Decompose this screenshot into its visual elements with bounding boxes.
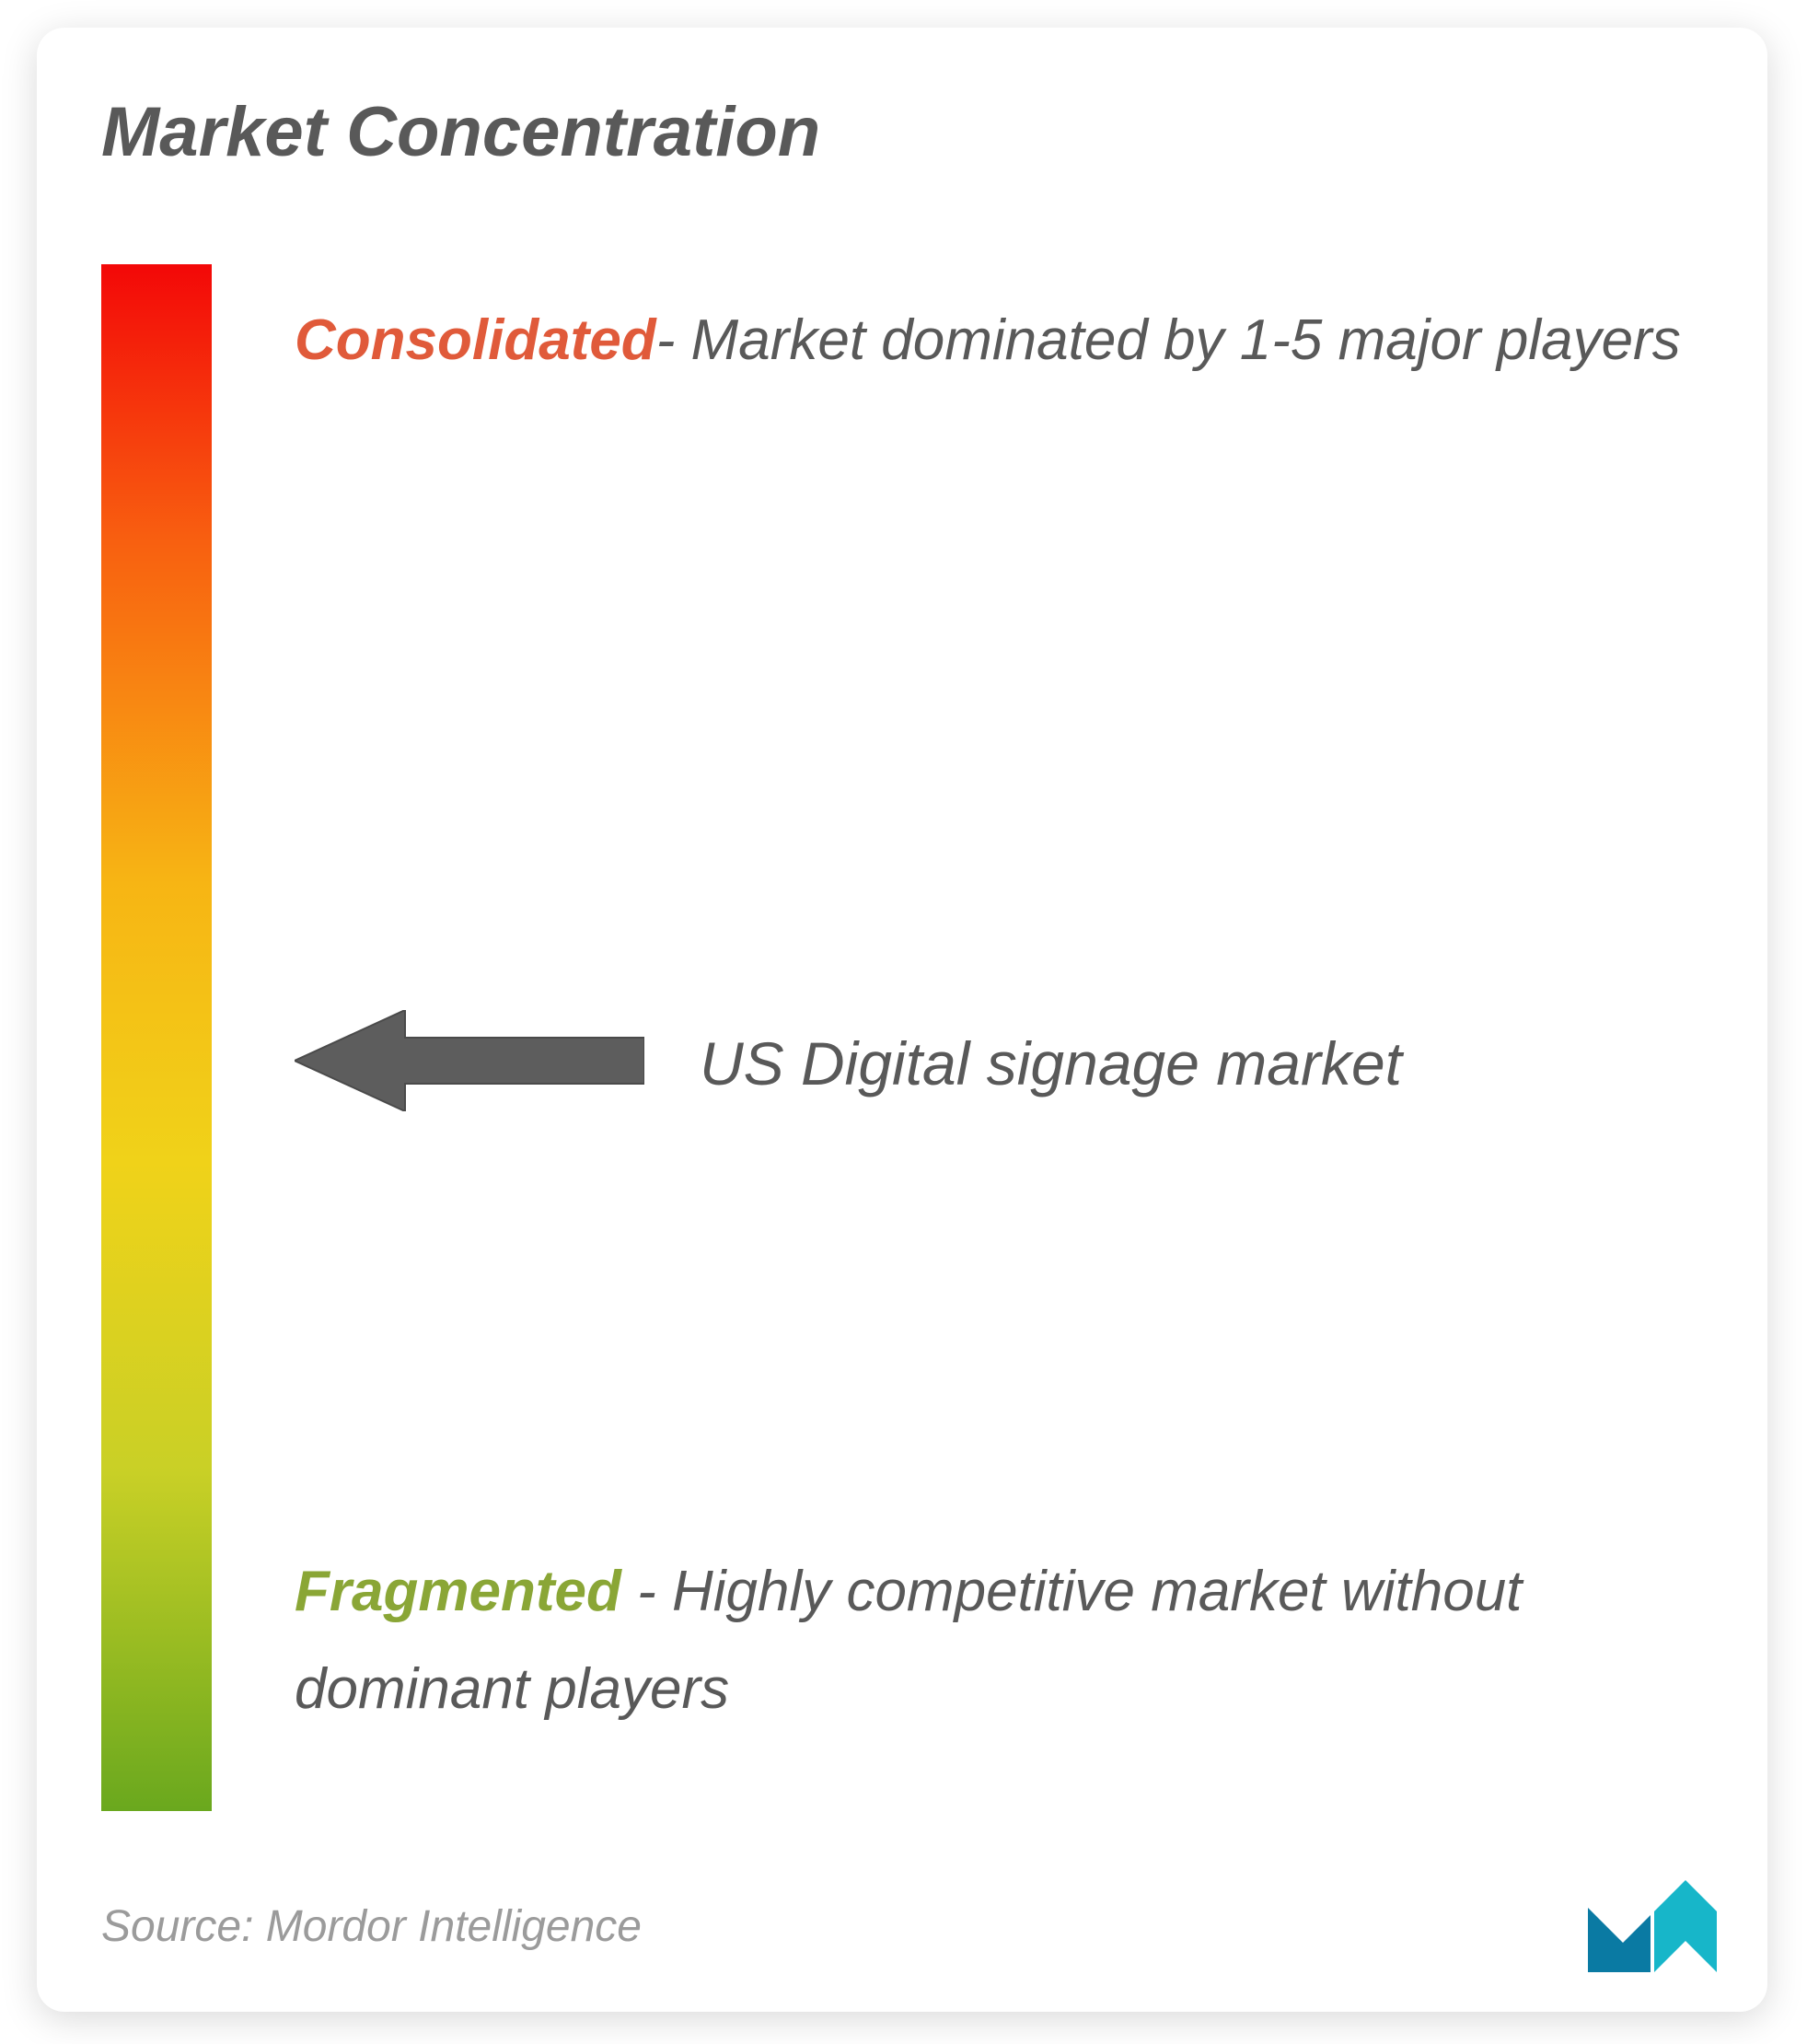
content-row: Consolidated- Market dominated by 1-5 ma… bbox=[101, 264, 1703, 1829]
consolidated-desc: - Market dominated by 1-5 major players bbox=[656, 308, 1681, 372]
market-name-label: US Digital signage market bbox=[700, 1028, 1402, 1098]
concentration-gradient-scale bbox=[101, 264, 212, 1811]
brand-logo-icon bbox=[1588, 1880, 1717, 1977]
market-position-marker: US Digital signage market bbox=[295, 1010, 1402, 1116]
source-attribution: Source: Mordor Intelligence bbox=[101, 1901, 642, 1952]
consolidated-label: Consolidated- Market dominated by 1-5 ma… bbox=[295, 292, 1703, 389]
consolidated-key: Consolidated bbox=[295, 308, 656, 372]
left-arrow-icon bbox=[295, 1010, 644, 1116]
fragmented-label: Fragmented - Highly competitive market w… bbox=[295, 1543, 1703, 1737]
infographic-card: Market Concentration Consolidated- Marke… bbox=[37, 28, 1767, 2012]
labels-column: Consolidated- Market dominated by 1-5 ma… bbox=[295, 264, 1703, 1811]
fragmented-key: Fragmented bbox=[295, 1560, 621, 1623]
page-title: Market Concentration bbox=[101, 92, 1703, 172]
